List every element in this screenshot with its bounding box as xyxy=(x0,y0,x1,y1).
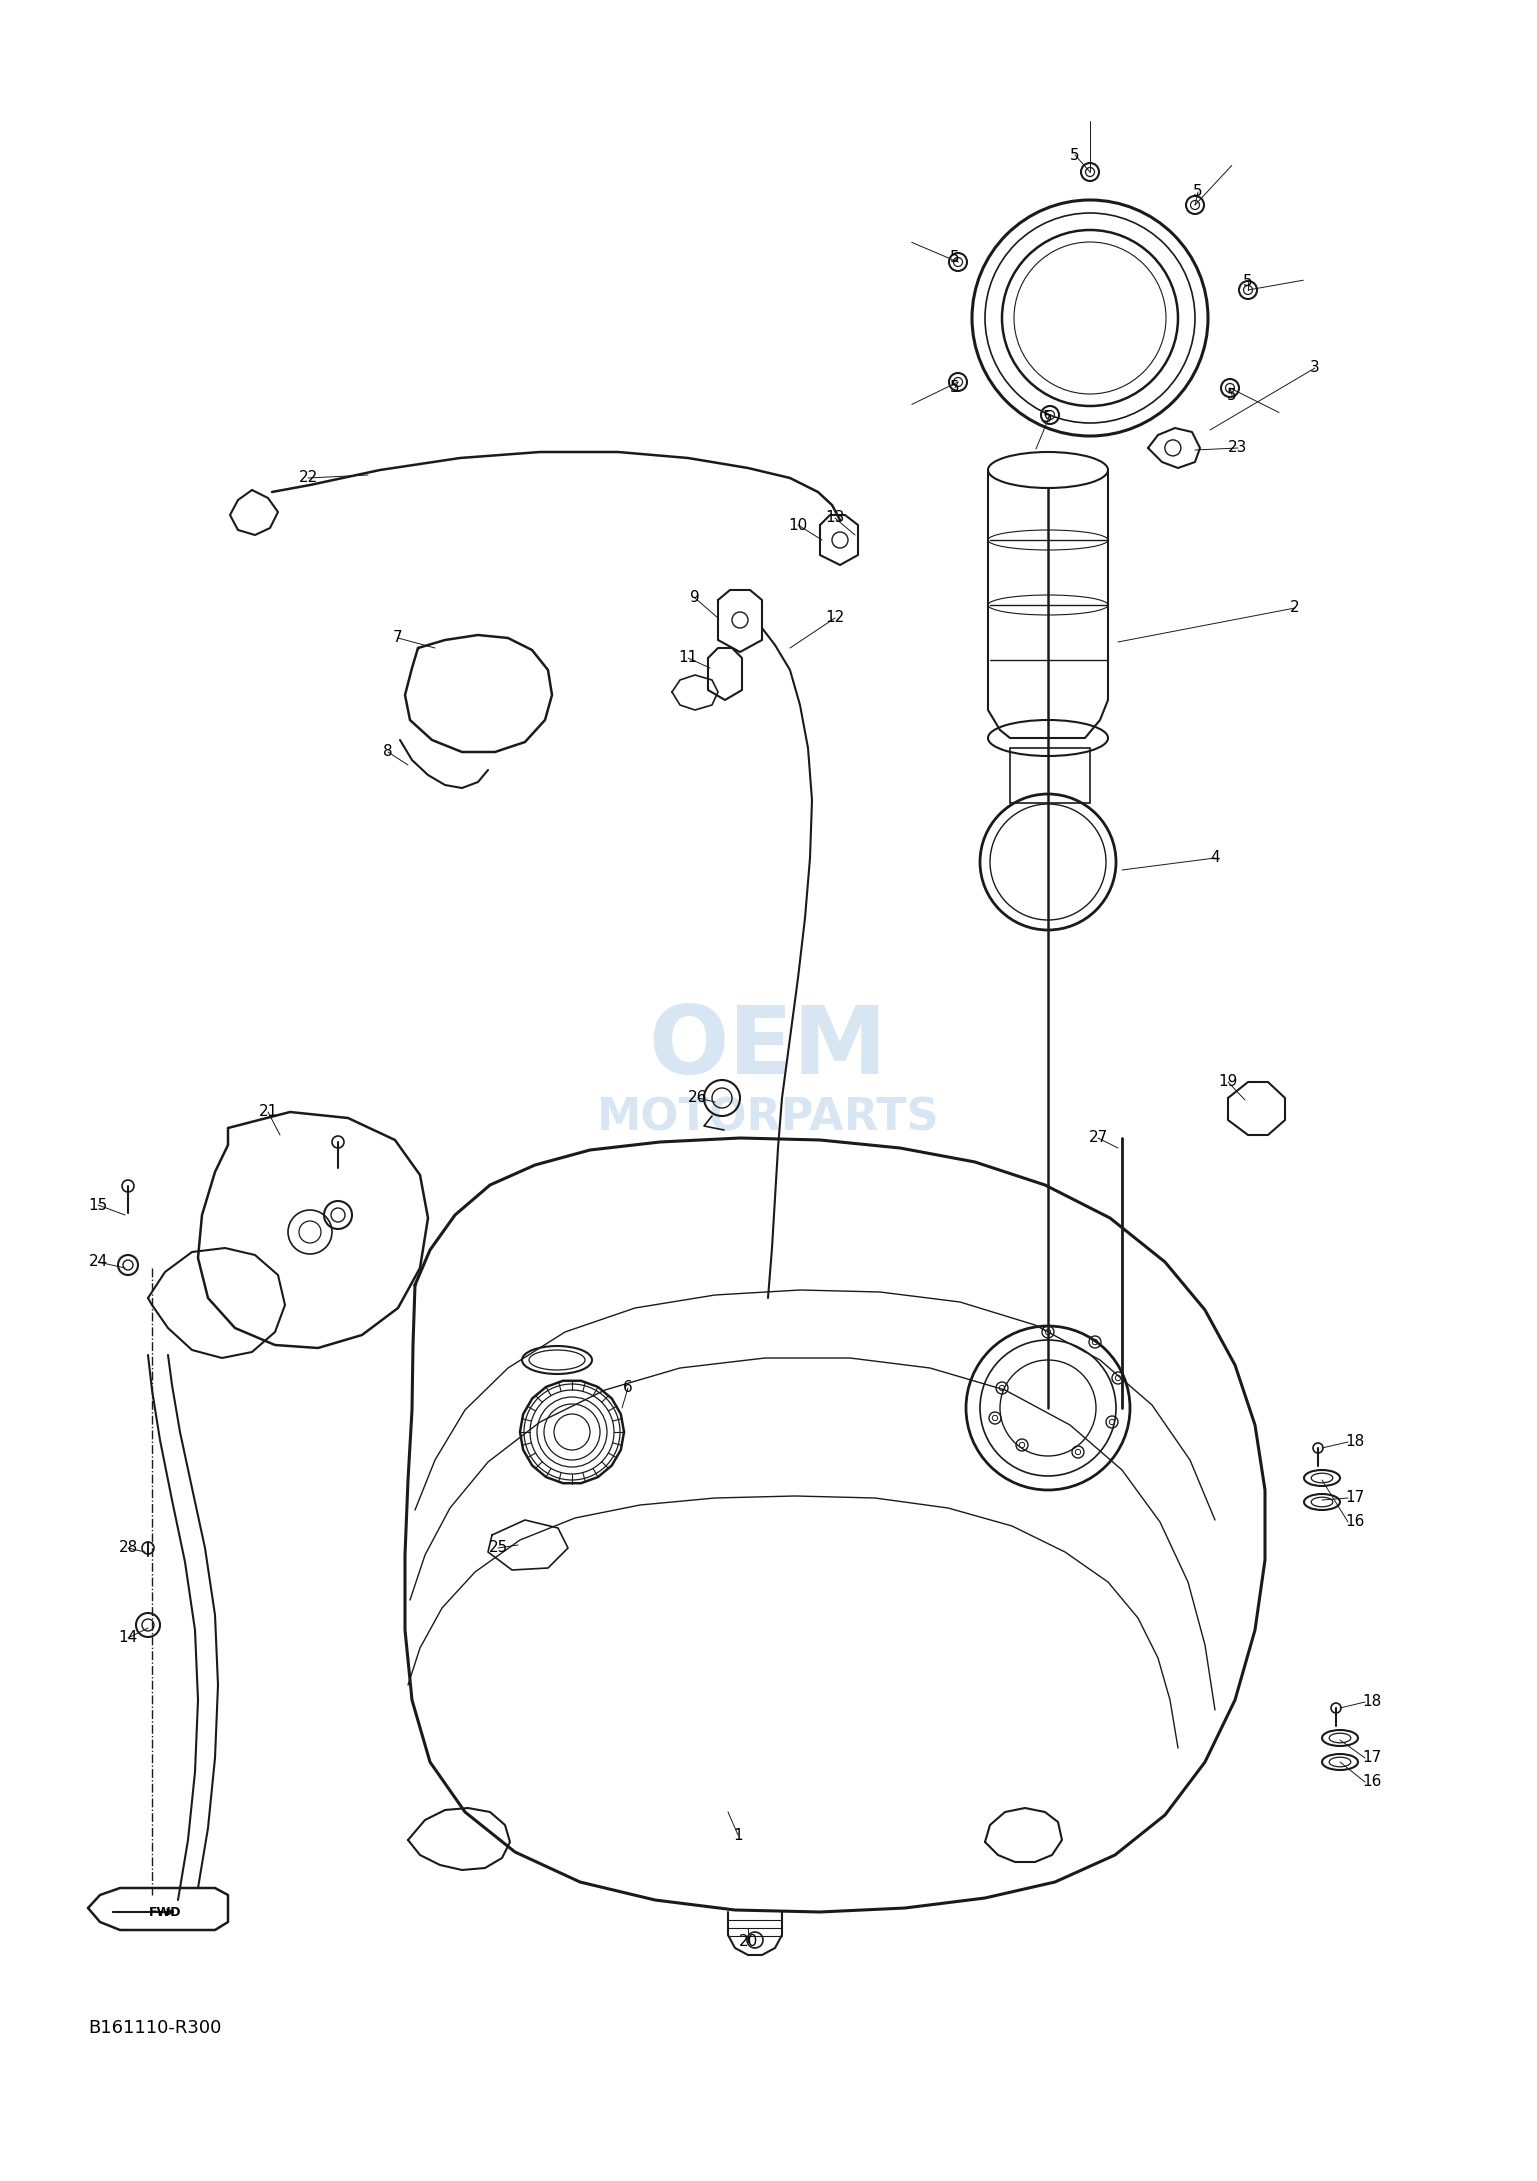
Text: 8: 8 xyxy=(383,744,393,759)
Text: 18: 18 xyxy=(1362,1695,1382,1710)
Text: 15: 15 xyxy=(88,1197,108,1213)
Text: 5: 5 xyxy=(1070,148,1081,164)
Text: 23: 23 xyxy=(1228,441,1248,456)
Text: 11: 11 xyxy=(678,650,698,665)
Bar xyxy=(1010,748,1090,803)
Text: 5: 5 xyxy=(1044,410,1053,425)
Text: 5: 5 xyxy=(1193,185,1203,198)
Text: 5: 5 xyxy=(1243,275,1253,290)
Text: 22: 22 xyxy=(298,471,318,486)
Text: 18: 18 xyxy=(1345,1435,1365,1450)
Text: 1: 1 xyxy=(733,1828,742,1843)
Text: 17: 17 xyxy=(1345,1490,1365,1505)
Text: 10: 10 xyxy=(788,517,807,532)
Text: 17: 17 xyxy=(1362,1751,1382,1764)
Text: 14: 14 xyxy=(118,1631,138,1644)
Text: B161110-R300: B161110-R300 xyxy=(88,2020,221,2037)
Text: 24: 24 xyxy=(88,1254,108,1269)
Text: 27: 27 xyxy=(1088,1130,1108,1145)
Text: 2: 2 xyxy=(1290,600,1300,615)
Text: 16: 16 xyxy=(1362,1775,1382,1788)
Text: 9: 9 xyxy=(690,591,699,606)
Text: 16: 16 xyxy=(1345,1514,1365,1529)
Text: 4: 4 xyxy=(1210,851,1220,866)
Text: 19: 19 xyxy=(1219,1075,1237,1090)
Text: FWD: FWD xyxy=(149,1906,181,1919)
Text: OEM: OEM xyxy=(649,1001,887,1095)
Text: 28: 28 xyxy=(118,1540,138,1555)
Text: 5: 5 xyxy=(950,251,959,266)
Text: 12: 12 xyxy=(825,611,845,626)
Text: 7: 7 xyxy=(393,630,403,646)
Text: MOTORPARTS: MOTORPARTS xyxy=(596,1097,939,1138)
Text: 20: 20 xyxy=(738,1935,758,1950)
Text: 21: 21 xyxy=(258,1104,278,1119)
Text: 5: 5 xyxy=(950,379,959,395)
Text: 13: 13 xyxy=(825,510,845,526)
Text: 5: 5 xyxy=(1227,388,1237,403)
Text: 3: 3 xyxy=(1310,360,1320,375)
Text: 6: 6 xyxy=(622,1381,633,1396)
Text: 26: 26 xyxy=(689,1090,707,1106)
Text: 25: 25 xyxy=(489,1540,507,1555)
